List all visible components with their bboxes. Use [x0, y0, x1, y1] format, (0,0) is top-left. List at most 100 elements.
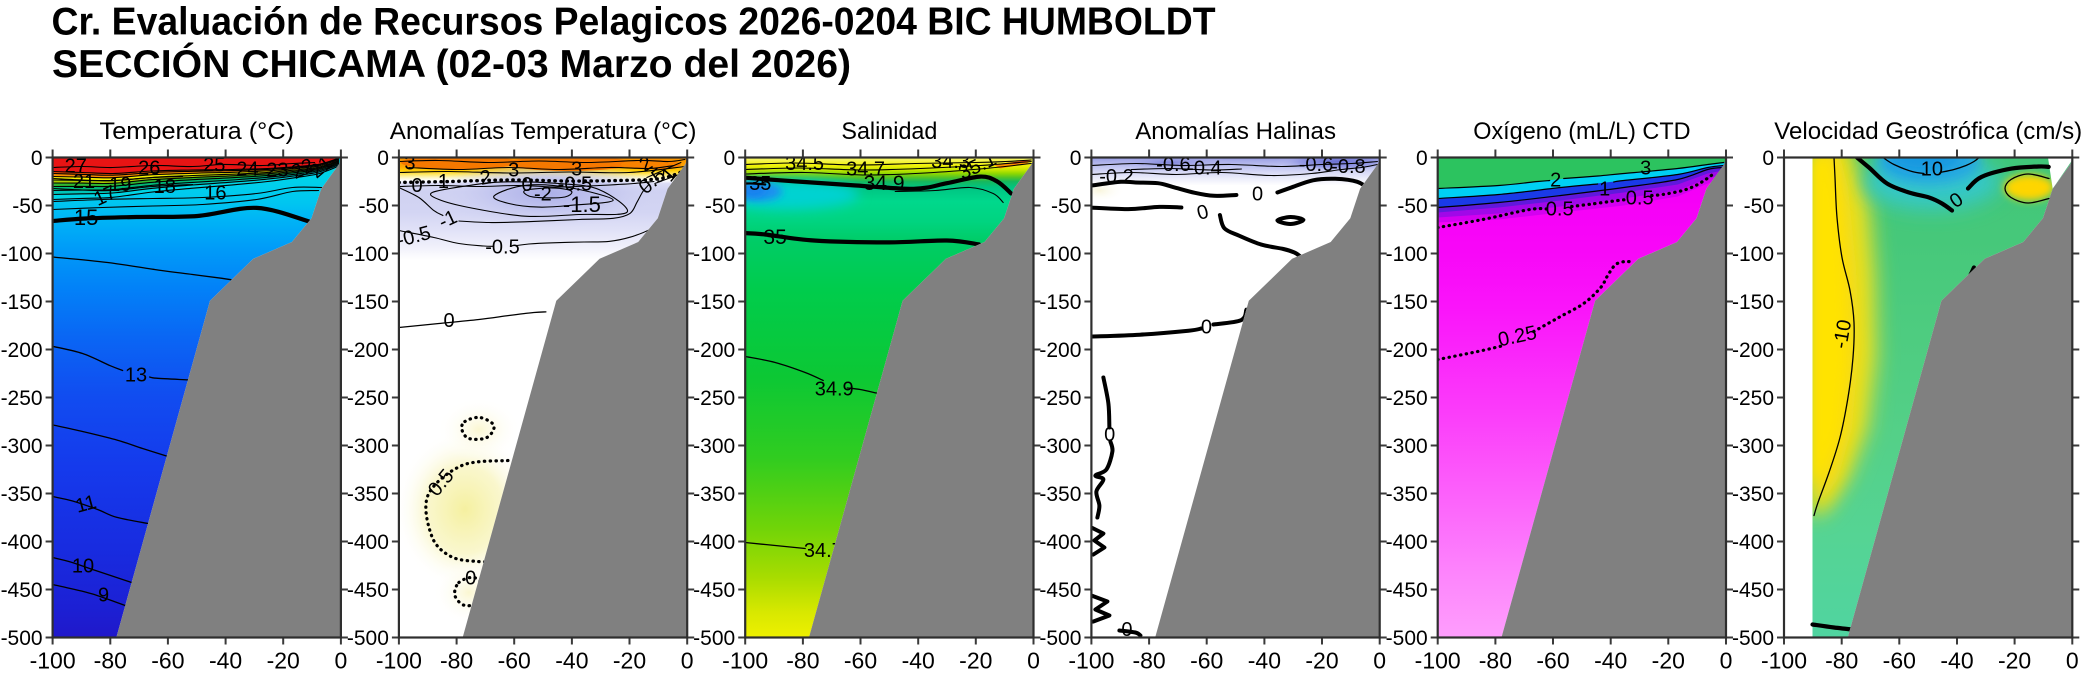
svg-text:0: 0 — [412, 175, 423, 197]
svg-text:-40: -40 — [902, 648, 935, 674]
svg-text:-450: -450 — [1386, 579, 1428, 602]
svg-text:0: 0 — [1720, 648, 1733, 674]
svg-text:0: 0 — [724, 147, 736, 170]
svg-text:-500: -500 — [1039, 627, 1081, 650]
svg-text:-400: -400 — [1386, 531, 1428, 554]
svg-text:-500: -500 — [1732, 627, 1774, 650]
svg-text:-350: -350 — [1039, 483, 1081, 506]
svg-text:16: 16 — [204, 182, 226, 204]
svg-text:-50: -50 — [1051, 195, 1081, 218]
svg-text:3: 3 — [404, 153, 415, 175]
svg-text:1: 1 — [438, 171, 449, 193]
svg-text:0: 0 — [335, 648, 348, 674]
svg-text:-50: -50 — [12, 195, 42, 218]
svg-text:-450: -450 — [1, 579, 43, 602]
svg-text:15: 15 — [74, 205, 98, 230]
svg-text:0: 0 — [1027, 648, 1040, 674]
svg-text:-40: -40 — [1248, 648, 1281, 674]
svg-text:-150: -150 — [347, 291, 389, 314]
svg-text:34.9: 34.9 — [864, 172, 905, 195]
svg-text:-0.6: -0.6 — [1299, 154, 1333, 176]
svg-text:-20: -20 — [1998, 648, 2031, 674]
svg-text:3: 3 — [1640, 158, 1651, 180]
svg-text:-100: -100 — [693, 243, 735, 266]
svg-text:-100: -100 — [30, 648, 76, 674]
svg-text:-20: -20 — [959, 648, 992, 674]
svg-text:-250: -250 — [1732, 387, 1774, 410]
svg-text:-0.4: -0.4 — [1187, 158, 1221, 180]
svg-text:-60: -60 — [1883, 648, 1916, 674]
svg-text:-300: -300 — [1386, 435, 1428, 458]
svg-text:19: 19 — [109, 174, 131, 196]
svg-text:-100: -100 — [1068, 648, 1114, 674]
svg-text:35: 35 — [763, 226, 786, 249]
svg-text:10: 10 — [72, 556, 94, 578]
svg-text:-200: -200 — [1039, 339, 1081, 362]
svg-text:-200: -200 — [693, 339, 735, 362]
svg-text:-0.8: -0.8 — [1331, 156, 1365, 178]
svg-text:-60: -60 — [844, 648, 877, 674]
svg-text:-500: -500 — [1, 627, 43, 650]
svg-text:0.5: 0.5 — [1546, 199, 1574, 221]
svg-text:-500: -500 — [347, 627, 389, 650]
svg-text:-200: -200 — [1386, 339, 1428, 362]
svg-text:-50: -50 — [1744, 195, 1774, 218]
svg-text:-50: -50 — [705, 195, 735, 218]
svg-text:-100: -100 — [722, 648, 768, 674]
svg-text:Cr. Evaluación de Recursos Pel: Cr. Evaluación de Recursos Pelagicos 202… — [52, 1, 1216, 44]
svg-text:-80: -80 — [1132, 648, 1165, 674]
svg-text:21: 21 — [73, 171, 95, 193]
svg-text:-200: -200 — [1, 339, 43, 362]
svg-text:-300: -300 — [1039, 435, 1081, 458]
svg-text:-60: -60 — [151, 648, 184, 674]
svg-text:-100: -100 — [1386, 243, 1428, 266]
svg-text:-450: -450 — [1732, 579, 1774, 602]
svg-text:0: 0 — [465, 567, 476, 589]
svg-text:Anomalías Temperatura (°C): Anomalías Temperatura (°C) — [390, 118, 697, 145]
svg-text:-80: -80 — [786, 648, 819, 674]
svg-text:-250: -250 — [1, 387, 43, 410]
svg-text:35: 35 — [749, 173, 771, 195]
svg-text:-80: -80 — [1825, 648, 1858, 674]
svg-text:-40: -40 — [1940, 648, 1973, 674]
svg-text:0.5: 0.5 — [1626, 188, 1654, 210]
svg-text:-100: -100 — [1761, 648, 1807, 674]
svg-text:24: 24 — [236, 159, 258, 181]
svg-text:-80: -80 — [94, 648, 127, 674]
svg-text:-400: -400 — [1732, 531, 1774, 554]
svg-text:34.5: 34.5 — [785, 153, 824, 175]
svg-text:-20: -20 — [1305, 648, 1338, 674]
svg-text:-250: -250 — [693, 387, 735, 410]
svg-text:3: 3 — [508, 160, 519, 182]
svg-text:Oxígeno (mL/L) CTD: Oxígeno (mL/L) CTD — [1473, 118, 1690, 145]
svg-text:0: 0 — [1201, 317, 1212, 339]
svg-text:-200: -200 — [347, 339, 389, 362]
svg-text:-150: -150 — [693, 291, 735, 314]
svg-text:-20: -20 — [267, 648, 300, 674]
svg-text:-500: -500 — [693, 627, 735, 650]
svg-text:-50: -50 — [1397, 195, 1427, 218]
svg-text:0: 0 — [31, 147, 43, 170]
svg-text:-0.2: -0.2 — [1099, 166, 1133, 188]
svg-text:-300: -300 — [693, 435, 735, 458]
svg-text:-0.5: -0.5 — [558, 174, 592, 196]
svg-text:34.9: 34.9 — [815, 378, 854, 400]
svg-text:0: 0 — [1070, 147, 1082, 170]
svg-text:-0.5: -0.5 — [485, 236, 519, 258]
svg-text:-350: -350 — [1386, 483, 1428, 506]
svg-text:-150: -150 — [1039, 291, 1081, 314]
svg-text:-300: -300 — [1732, 435, 1774, 458]
svg-text:-150: -150 — [1732, 291, 1774, 314]
svg-text:13: 13 — [125, 365, 147, 387]
svg-text:-450: -450 — [347, 579, 389, 602]
svg-text:0: 0 — [1121, 619, 1132, 641]
svg-text:-80: -80 — [440, 648, 473, 674]
svg-text:-300: -300 — [347, 435, 389, 458]
svg-text:-250: -250 — [1039, 387, 1081, 410]
svg-text:-350: -350 — [1, 483, 43, 506]
svg-text:-2: -2 — [534, 184, 552, 206]
svg-text:0: 0 — [1373, 648, 1386, 674]
svg-text:-450: -450 — [693, 579, 735, 602]
svg-text:-250: -250 — [347, 387, 389, 410]
svg-text:27: 27 — [65, 156, 87, 178]
